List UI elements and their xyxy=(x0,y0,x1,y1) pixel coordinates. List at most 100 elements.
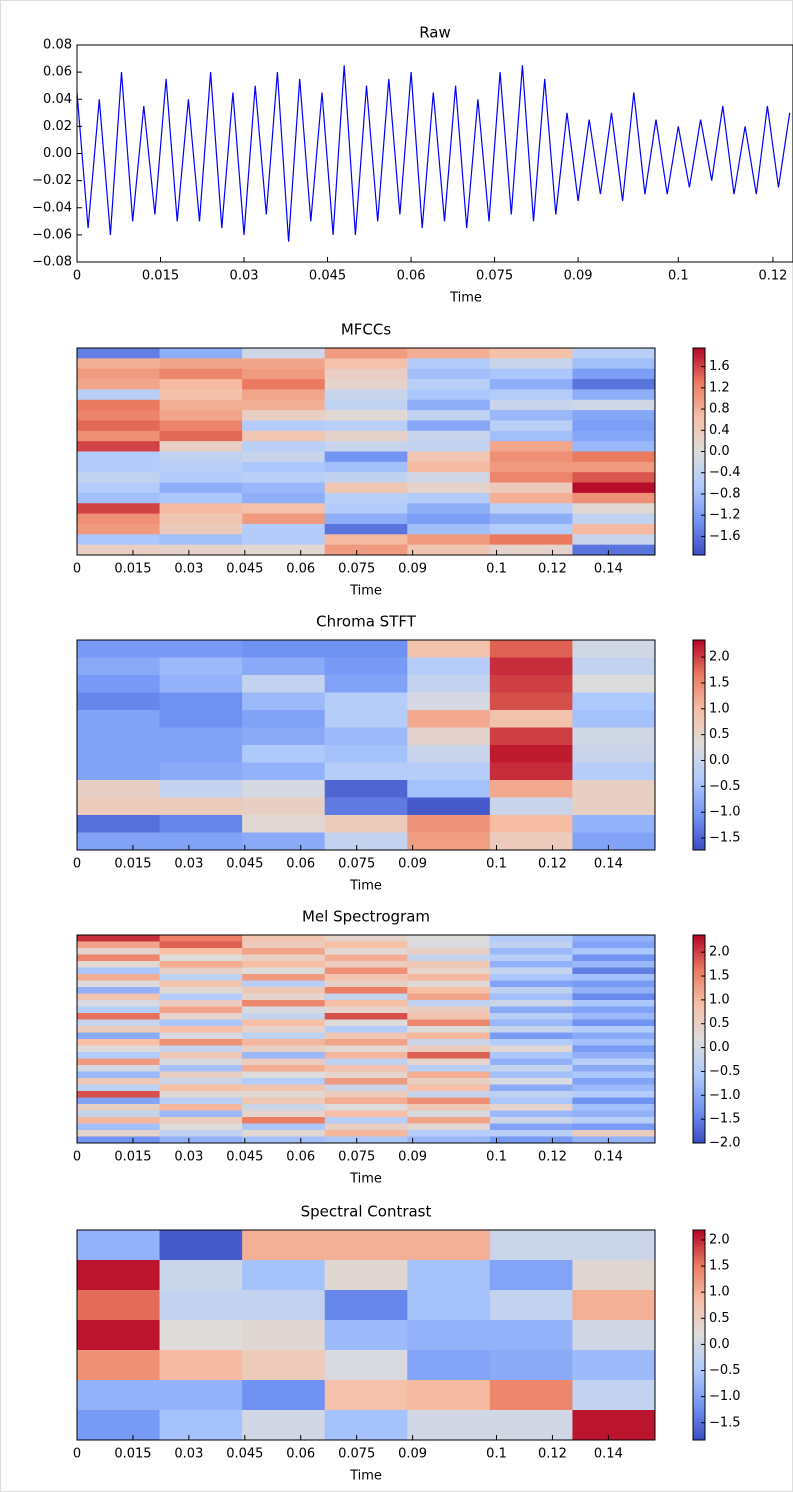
x-tick-label: 0.045 xyxy=(309,269,346,284)
cell xyxy=(77,815,161,833)
cell xyxy=(242,745,326,763)
cell xyxy=(242,675,326,693)
cell xyxy=(572,441,656,452)
x-tick-label: 0.075 xyxy=(338,1447,375,1462)
cell xyxy=(407,727,491,746)
cell xyxy=(407,980,491,988)
cell xyxy=(407,1117,491,1124)
cell xyxy=(242,534,326,546)
cell xyxy=(159,1230,243,1261)
cell xyxy=(77,657,161,676)
cell xyxy=(407,941,491,949)
cell xyxy=(159,954,243,962)
cell xyxy=(572,941,656,949)
cell xyxy=(572,1019,656,1027)
cell xyxy=(407,451,491,463)
cell xyxy=(489,832,573,851)
cell xyxy=(572,987,656,994)
cell xyxy=(77,379,161,390)
cell xyxy=(407,1013,491,1020)
cell xyxy=(242,1000,326,1007)
x-tick-label: 0.1 xyxy=(486,857,507,872)
x-tick-label: 0.1 xyxy=(486,562,507,577)
cell xyxy=(489,1013,573,1020)
cell xyxy=(77,727,161,746)
cell xyxy=(77,993,161,1001)
cell xyxy=(77,762,161,781)
cell xyxy=(572,1091,656,1098)
x-axis-label: Time xyxy=(349,879,382,894)
cell xyxy=(407,1097,491,1105)
x-tick-label: 0.06 xyxy=(286,562,315,577)
x-tick-label: 0.015 xyxy=(142,269,179,284)
cell xyxy=(159,815,243,833)
cell xyxy=(159,1123,243,1131)
cell xyxy=(159,348,243,359)
cell xyxy=(324,780,408,798)
cell xyxy=(159,974,243,981)
cell xyxy=(407,1052,491,1059)
cell xyxy=(159,1084,243,1092)
cell xyxy=(159,492,243,504)
cell xyxy=(242,451,326,463)
cell xyxy=(159,692,243,711)
cell xyxy=(489,1039,573,1046)
cell xyxy=(159,1026,243,1033)
cell xyxy=(324,1045,408,1053)
colorbar-tick-label: 1.2 xyxy=(709,380,730,395)
cell xyxy=(489,1123,573,1131)
colorbar-tick-label: −0.5 xyxy=(709,779,741,794)
cell xyxy=(159,1006,243,1014)
cell xyxy=(159,1032,243,1040)
cell xyxy=(242,935,326,942)
colorbar-tick-label: −1.0 xyxy=(709,1389,741,1404)
cell xyxy=(324,379,408,390)
chart-title: Chroma STFT xyxy=(316,613,417,631)
cell xyxy=(324,935,408,942)
cell xyxy=(242,954,326,962)
cell xyxy=(159,1091,243,1098)
cell xyxy=(77,987,161,994)
cell xyxy=(489,410,573,421)
cell xyxy=(407,1123,491,1131)
cell xyxy=(489,675,573,693)
cell xyxy=(489,692,573,711)
cell xyxy=(242,1097,326,1105)
cell xyxy=(324,1058,408,1066)
cell xyxy=(407,523,491,535)
cell xyxy=(489,1410,573,1441)
cell xyxy=(324,1071,408,1079)
cell xyxy=(77,1230,161,1261)
cell xyxy=(242,1136,326,1144)
cell xyxy=(572,745,656,763)
cell xyxy=(407,815,491,833)
cell xyxy=(572,523,656,535)
cell xyxy=(572,492,656,504)
cell xyxy=(489,1117,573,1124)
cell xyxy=(324,544,408,556)
cell xyxy=(159,358,243,370)
cell xyxy=(324,420,408,432)
cell xyxy=(324,534,408,546)
x-tick-label: 0.14 xyxy=(594,857,623,872)
cell xyxy=(489,1058,573,1066)
cell xyxy=(159,441,243,452)
cell xyxy=(407,430,491,442)
cell xyxy=(489,472,573,484)
cell xyxy=(407,954,491,962)
cell xyxy=(77,503,161,515)
cell xyxy=(324,832,408,851)
cell xyxy=(572,1117,656,1124)
cell xyxy=(242,692,326,711)
cell xyxy=(407,379,491,390)
cell xyxy=(572,1039,656,1046)
cell xyxy=(572,368,656,380)
cell xyxy=(407,461,491,473)
cell xyxy=(242,1045,326,1053)
cell xyxy=(159,1320,243,1351)
cell xyxy=(159,513,243,525)
cell xyxy=(324,974,408,981)
cell xyxy=(407,948,491,955)
colorbar-tick-label: 1.0 xyxy=(709,701,730,716)
cell xyxy=(407,358,491,370)
